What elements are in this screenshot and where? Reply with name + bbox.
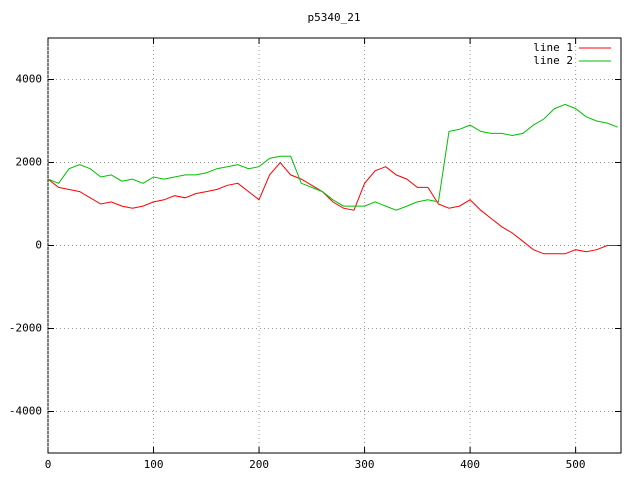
y-tick-label: -4000 <box>9 405 42 418</box>
legend-label: line 2 <box>533 54 573 67</box>
series-line <box>47 161 618 255</box>
legend-label: line 1 <box>533 41 573 54</box>
x-tick-label: 100 <box>144 458 164 471</box>
x-tick-label: 200 <box>249 458 269 471</box>
x-tick-label: 500 <box>566 458 586 471</box>
y-tick-label: 2000 <box>16 156 43 169</box>
series-line <box>47 103 618 211</box>
x-tick-label: 0 <box>45 458 52 471</box>
y-tick-label: -2000 <box>9 322 42 335</box>
x-tick-label: 400 <box>460 458 480 471</box>
x-tick-label: 300 <box>355 458 375 471</box>
chart-title: p5340_21 <box>308 11 361 24</box>
y-tick-label: 0 <box>35 239 42 252</box>
y-tick-label: 4000 <box>16 73 43 86</box>
